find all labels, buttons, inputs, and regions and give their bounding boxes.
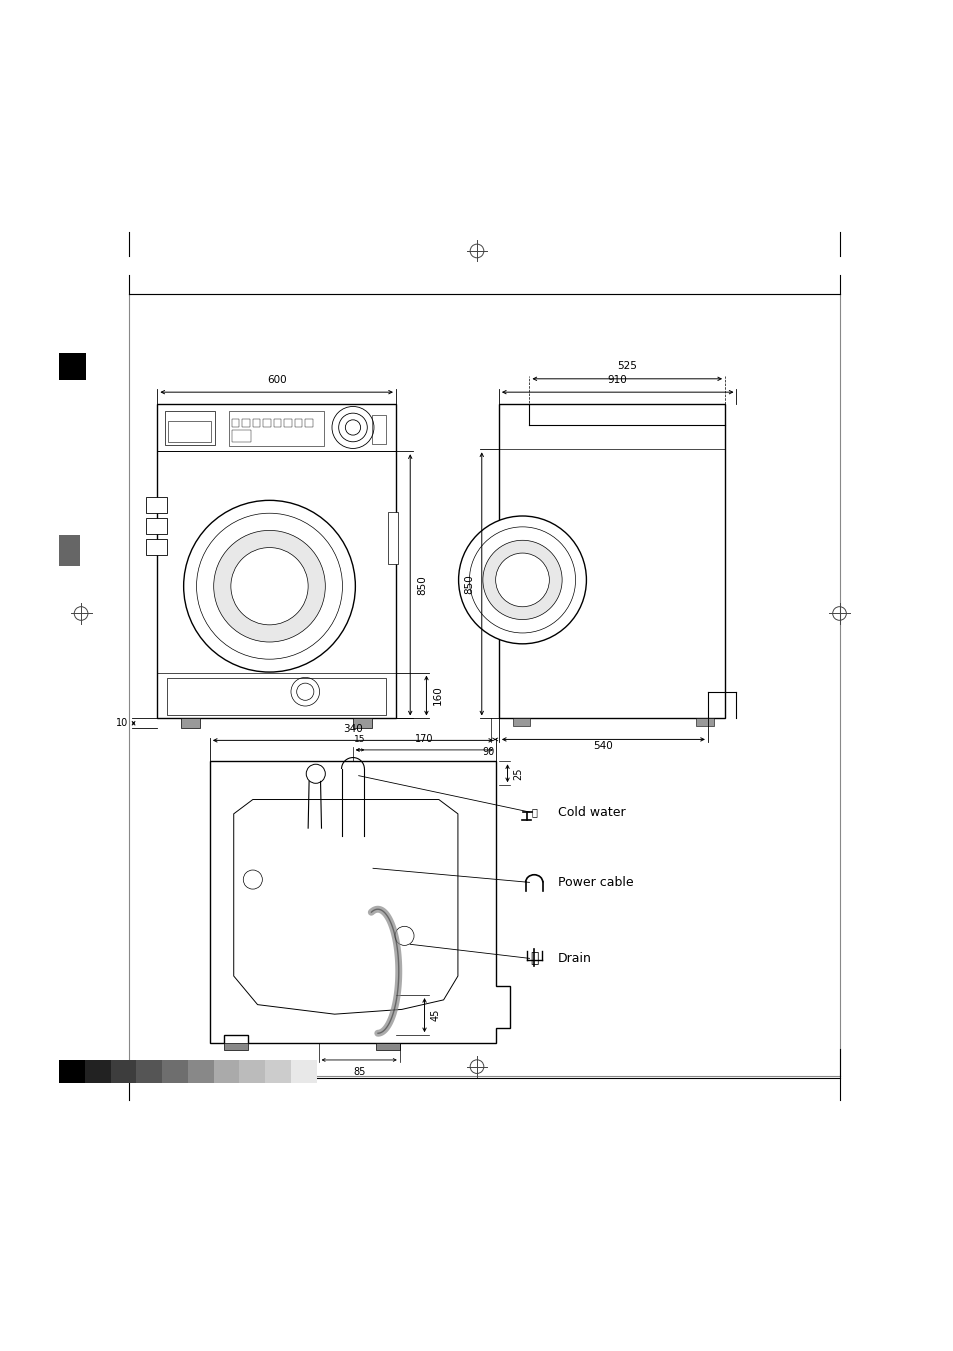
Bar <box>136 1061 162 1084</box>
Text: 25: 25 <box>513 767 522 780</box>
Circle shape <box>196 513 342 659</box>
Bar <box>372 415 386 443</box>
Bar <box>167 678 386 715</box>
Text: 910: 910 <box>607 374 627 385</box>
Bar <box>493 563 502 580</box>
Text: 340: 340 <box>343 724 362 734</box>
Bar <box>388 512 397 565</box>
Text: 10: 10 <box>115 719 128 728</box>
Bar <box>263 419 271 427</box>
Circle shape <box>213 531 325 642</box>
Circle shape <box>469 527 575 634</box>
Bar <box>232 419 239 427</box>
Bar <box>284 419 292 427</box>
Circle shape <box>458 516 586 644</box>
Bar <box>224 1043 248 1051</box>
Bar <box>513 580 524 600</box>
Bar <box>168 420 211 442</box>
Text: Power cable: Power cable <box>558 875 633 889</box>
Text: 540: 540 <box>593 740 613 751</box>
Bar <box>242 419 250 427</box>
Bar <box>129 295 839 1077</box>
Bar <box>188 1061 213 1084</box>
Bar <box>111 1061 136 1084</box>
Text: 525: 525 <box>617 361 637 372</box>
Text: 90: 90 <box>482 747 494 757</box>
Text: ⌗: ⌗ <box>530 951 537 966</box>
Circle shape <box>183 500 355 671</box>
Bar <box>85 1061 111 1084</box>
Bar <box>229 411 324 446</box>
Bar <box>165 411 214 444</box>
Text: 850: 850 <box>464 574 474 594</box>
Circle shape <box>482 540 561 620</box>
Text: 160: 160 <box>433 686 442 705</box>
Bar <box>305 419 313 427</box>
Bar <box>291 1061 316 1084</box>
Bar <box>162 1061 188 1084</box>
Text: Drain: Drain <box>558 952 592 965</box>
Bar <box>59 1061 85 1084</box>
Bar <box>253 419 260 427</box>
Bar <box>375 1043 399 1051</box>
Bar <box>146 519 167 534</box>
Circle shape <box>231 547 308 626</box>
Bar <box>59 353 86 380</box>
Text: Cold water: Cold water <box>558 805 625 819</box>
Text: 850: 850 <box>416 576 426 594</box>
Bar <box>213 1061 239 1084</box>
Text: 45: 45 <box>430 1009 439 1021</box>
Text: 🚿: 🚿 <box>531 807 537 817</box>
Bar <box>146 539 167 555</box>
Bar <box>146 497 167 513</box>
Bar <box>157 404 395 719</box>
Bar <box>232 431 251 442</box>
Bar <box>498 404 724 719</box>
Text: 15: 15 <box>354 735 365 744</box>
Bar <box>331 565 346 607</box>
Bar <box>59 535 80 566</box>
Bar <box>181 719 200 728</box>
Bar <box>239 1061 265 1084</box>
Bar <box>265 1061 291 1084</box>
Bar <box>294 419 302 427</box>
Text: 600: 600 <box>267 376 286 385</box>
Bar <box>513 719 530 725</box>
Bar <box>696 719 713 725</box>
Text: 85: 85 <box>353 1067 365 1077</box>
Text: 170: 170 <box>415 734 434 744</box>
Bar <box>274 419 281 427</box>
PathPatch shape <box>210 762 510 1043</box>
Bar <box>353 719 372 728</box>
Circle shape <box>496 553 549 607</box>
